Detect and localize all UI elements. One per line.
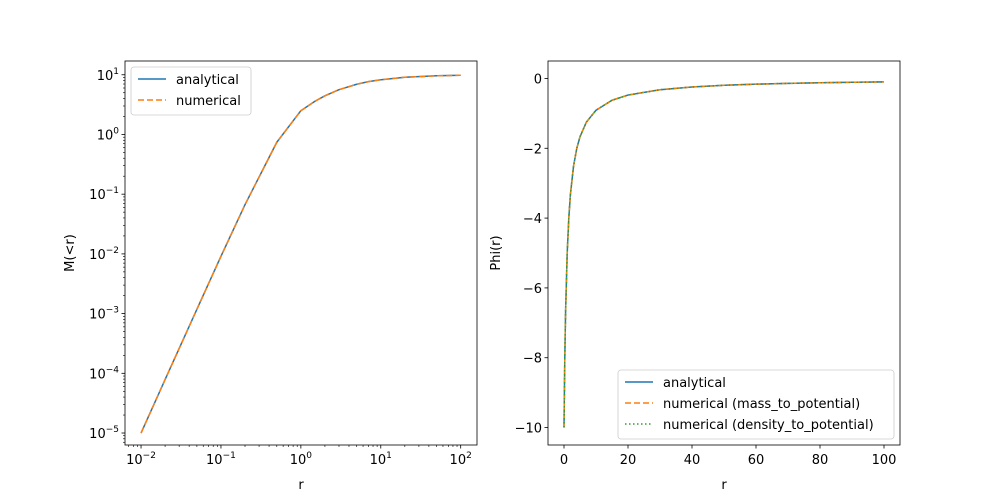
plot-area (124, 60, 478, 446)
y-tick-label: −2 (523, 142, 542, 157)
y-axis-label: M(<r) (63, 234, 78, 272)
y-tick-label: 10−2 (89, 246, 119, 263)
legend-label: numerical (density_to_potential) (663, 418, 874, 433)
x-tick-label: 10−2 (126, 451, 156, 468)
y-axis-label: Phi(r) (489, 235, 504, 270)
x-tick-label: 40 (684, 453, 701, 468)
y-tick-label: 10−1 (89, 186, 119, 203)
x-tick-label: 80 (812, 453, 829, 468)
legend-label: analytical (663, 376, 726, 391)
x-tick-label: 0 (560, 453, 568, 468)
legend-label: numerical (176, 94, 241, 109)
y-tick-label: −4 (523, 212, 542, 227)
y-tick-label: 100 (97, 126, 120, 143)
x-tick-label: 20 (620, 453, 637, 468)
x-axis-label: r (721, 478, 727, 493)
legend: analytical numerical (mass_to_potential)n… (617, 369, 895, 440)
y-tick-label: 0 (534, 72, 542, 87)
x-tick-label: 101 (370, 451, 392, 468)
y-tick-label: 101 (97, 67, 119, 84)
x-axis-label: r (298, 478, 304, 493)
x-tick-label: 60 (748, 453, 765, 468)
x-tick-label: 100 (872, 453, 897, 468)
series-line-2 (140, 74, 461, 434)
y-tick-label: 10−4 (89, 365, 119, 382)
x-tick-label: 10−1 (206, 451, 236, 468)
y-tick-label: −8 (523, 352, 542, 367)
y-tick-label: 10−3 (89, 306, 119, 323)
y-tick-label: 10−5 (89, 425, 119, 442)
legend-label: analytical (176, 73, 239, 88)
x-tick-label: 100 (290, 451, 313, 468)
legend-label: numerical (mass_to_potential) (663, 397, 860, 412)
y-tick-label: −10 (515, 422, 542, 437)
legend: analytical numerical (130, 66, 252, 116)
series-line-3 (563, 81, 885, 428)
mass-profile-panel: 10−2 10−1 100 101 102 10−5 10−4 10−3 10−2 10−1 100… (63, 60, 478, 493)
x-tick-label: 102 (450, 451, 472, 468)
y-tick-label: −6 (523, 282, 542, 297)
legend-box (617, 369, 895, 440)
potential-profile-panel: 0 20 40 60 80 100 0 −2 −4 −6 −8 −10 r Phi(r) analytica… (489, 60, 901, 493)
